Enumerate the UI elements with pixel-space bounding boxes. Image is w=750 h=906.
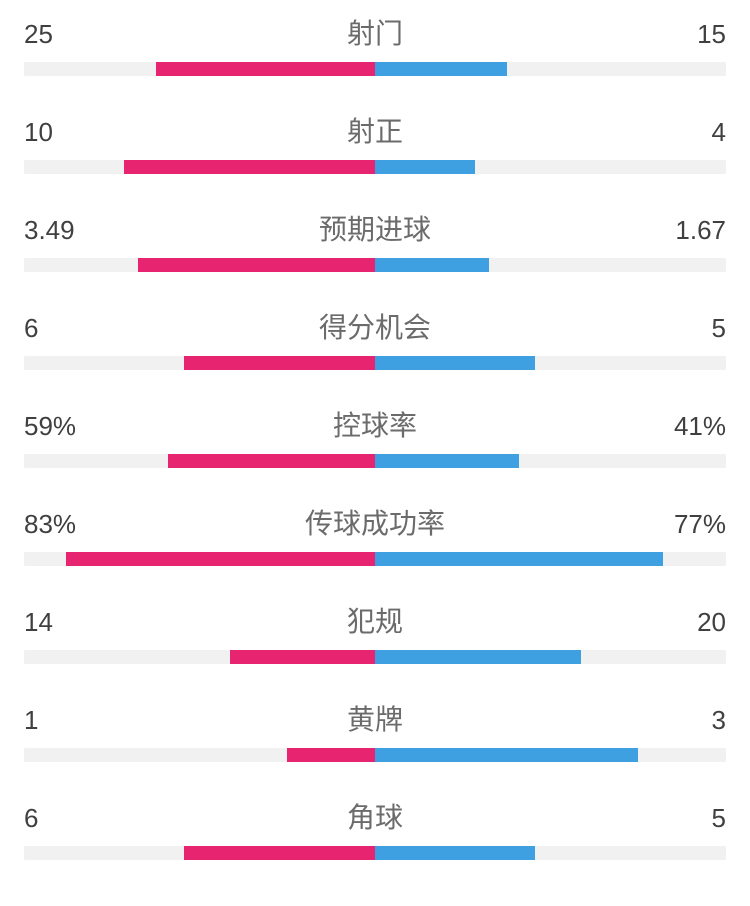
stat-bar-left-fill — [168, 454, 375, 468]
stat-bar-left-fill — [138, 258, 375, 272]
stat-bar-left-track — [24, 356, 375, 370]
stat-bar-right-track — [375, 552, 726, 566]
stat-row: 83%传球成功率77% — [24, 502, 726, 566]
stat-value-right: 15 — [666, 19, 726, 50]
stat-bar-right-fill — [375, 650, 581, 664]
stat-header: 59%控球率41% — [24, 404, 726, 444]
stat-bar-left-fill — [66, 552, 375, 566]
stat-bar-left-fill — [184, 846, 375, 860]
stat-bar-left-track — [24, 62, 375, 76]
stat-bar-left-track — [24, 650, 375, 664]
stat-bar — [24, 552, 726, 566]
stat-bar-left-track — [24, 748, 375, 762]
stat-bar-left-track — [24, 160, 375, 174]
stat-bar-right-track — [375, 846, 726, 860]
stat-value-right: 41% — [666, 411, 726, 442]
stat-bar-left-track — [24, 846, 375, 860]
stat-bar-right-track — [375, 650, 726, 664]
stat-bar-left-fill — [230, 650, 375, 664]
stat-bar-left-fill — [156, 62, 375, 76]
stat-header: 3.49预期进球1.67 — [24, 208, 726, 248]
stat-row: 14犯规20 — [24, 600, 726, 664]
stat-header: 6角球5 — [24, 796, 726, 836]
stat-value-left: 25 — [24, 19, 84, 50]
stat-label: 得分机会 — [84, 306, 666, 346]
stat-bar-right-track — [375, 62, 726, 76]
stat-label: 控球率 — [84, 404, 666, 444]
stat-value-left: 10 — [24, 117, 84, 148]
stat-bar-right-fill — [375, 552, 663, 566]
stat-bar-left-fill — [124, 160, 375, 174]
stat-header: 25射门15 — [24, 12, 726, 52]
stat-label: 黄牌 — [84, 698, 666, 738]
stat-bar — [24, 846, 726, 860]
stat-bar — [24, 748, 726, 762]
match-stats-comparison: 25射门1510射正43.49预期进球1.676得分机会559%控球率41%83… — [24, 12, 726, 860]
stat-bar-right-fill — [375, 454, 519, 468]
stat-bar-right-track — [375, 258, 726, 272]
stat-row: 59%控球率41% — [24, 404, 726, 468]
stat-value-left: 14 — [24, 607, 84, 638]
stat-bar — [24, 650, 726, 664]
stat-label: 角球 — [84, 796, 666, 836]
stat-value-right: 77% — [666, 509, 726, 540]
stat-header: 14犯规20 — [24, 600, 726, 640]
stat-bar-right-fill — [375, 62, 507, 76]
stat-bar-right-track — [375, 356, 726, 370]
stat-header: 10射正4 — [24, 110, 726, 150]
stat-bar-right-fill — [375, 356, 535, 370]
stat-label: 犯规 — [84, 600, 666, 640]
stat-bar — [24, 454, 726, 468]
stat-bar — [24, 160, 726, 174]
stat-value-left: 59% — [24, 411, 84, 442]
stat-value-right: 5 — [666, 803, 726, 834]
stat-bar-right-track — [375, 454, 726, 468]
stat-row: 1黄牌3 — [24, 698, 726, 762]
stat-value-left: 6 — [24, 803, 84, 834]
stat-bar-right-track — [375, 160, 726, 174]
stat-value-right: 20 — [666, 607, 726, 638]
stat-bar — [24, 62, 726, 76]
stat-row: 6角球5 — [24, 796, 726, 860]
stat-row: 3.49预期进球1.67 — [24, 208, 726, 272]
stat-value-left: 6 — [24, 313, 84, 344]
stat-bar-right-track — [375, 748, 726, 762]
stat-value-right: 3 — [666, 705, 726, 736]
stat-value-right: 1.67 — [666, 215, 726, 246]
stat-bar-right-fill — [375, 258, 489, 272]
stat-value-left: 3.49 — [24, 215, 84, 246]
stat-label: 预期进球 — [84, 208, 666, 248]
stat-label: 射正 — [84, 110, 666, 150]
stat-bar-left-track — [24, 552, 375, 566]
stat-bar-left-fill — [184, 356, 375, 370]
stat-value-left: 1 — [24, 705, 84, 736]
stat-bar-left-track — [24, 454, 375, 468]
stat-row: 25射门15 — [24, 12, 726, 76]
stat-row: 10射正4 — [24, 110, 726, 174]
stat-value-right: 4 — [666, 117, 726, 148]
stat-bar-left-track — [24, 258, 375, 272]
stat-bar — [24, 258, 726, 272]
stat-bar-right-fill — [375, 160, 475, 174]
stat-value-left: 83% — [24, 509, 84, 540]
stat-bar — [24, 356, 726, 370]
stat-header: 6得分机会5 — [24, 306, 726, 346]
stat-label: 射门 — [84, 12, 666, 52]
stat-row: 6得分机会5 — [24, 306, 726, 370]
stat-header: 83%传球成功率77% — [24, 502, 726, 542]
stat-header: 1黄牌3 — [24, 698, 726, 738]
stat-value-right: 5 — [666, 313, 726, 344]
stat-label: 传球成功率 — [84, 502, 666, 542]
stat-bar-right-fill — [375, 748, 638, 762]
stat-bar-right-fill — [375, 846, 535, 860]
stat-bar-left-fill — [287, 748, 375, 762]
